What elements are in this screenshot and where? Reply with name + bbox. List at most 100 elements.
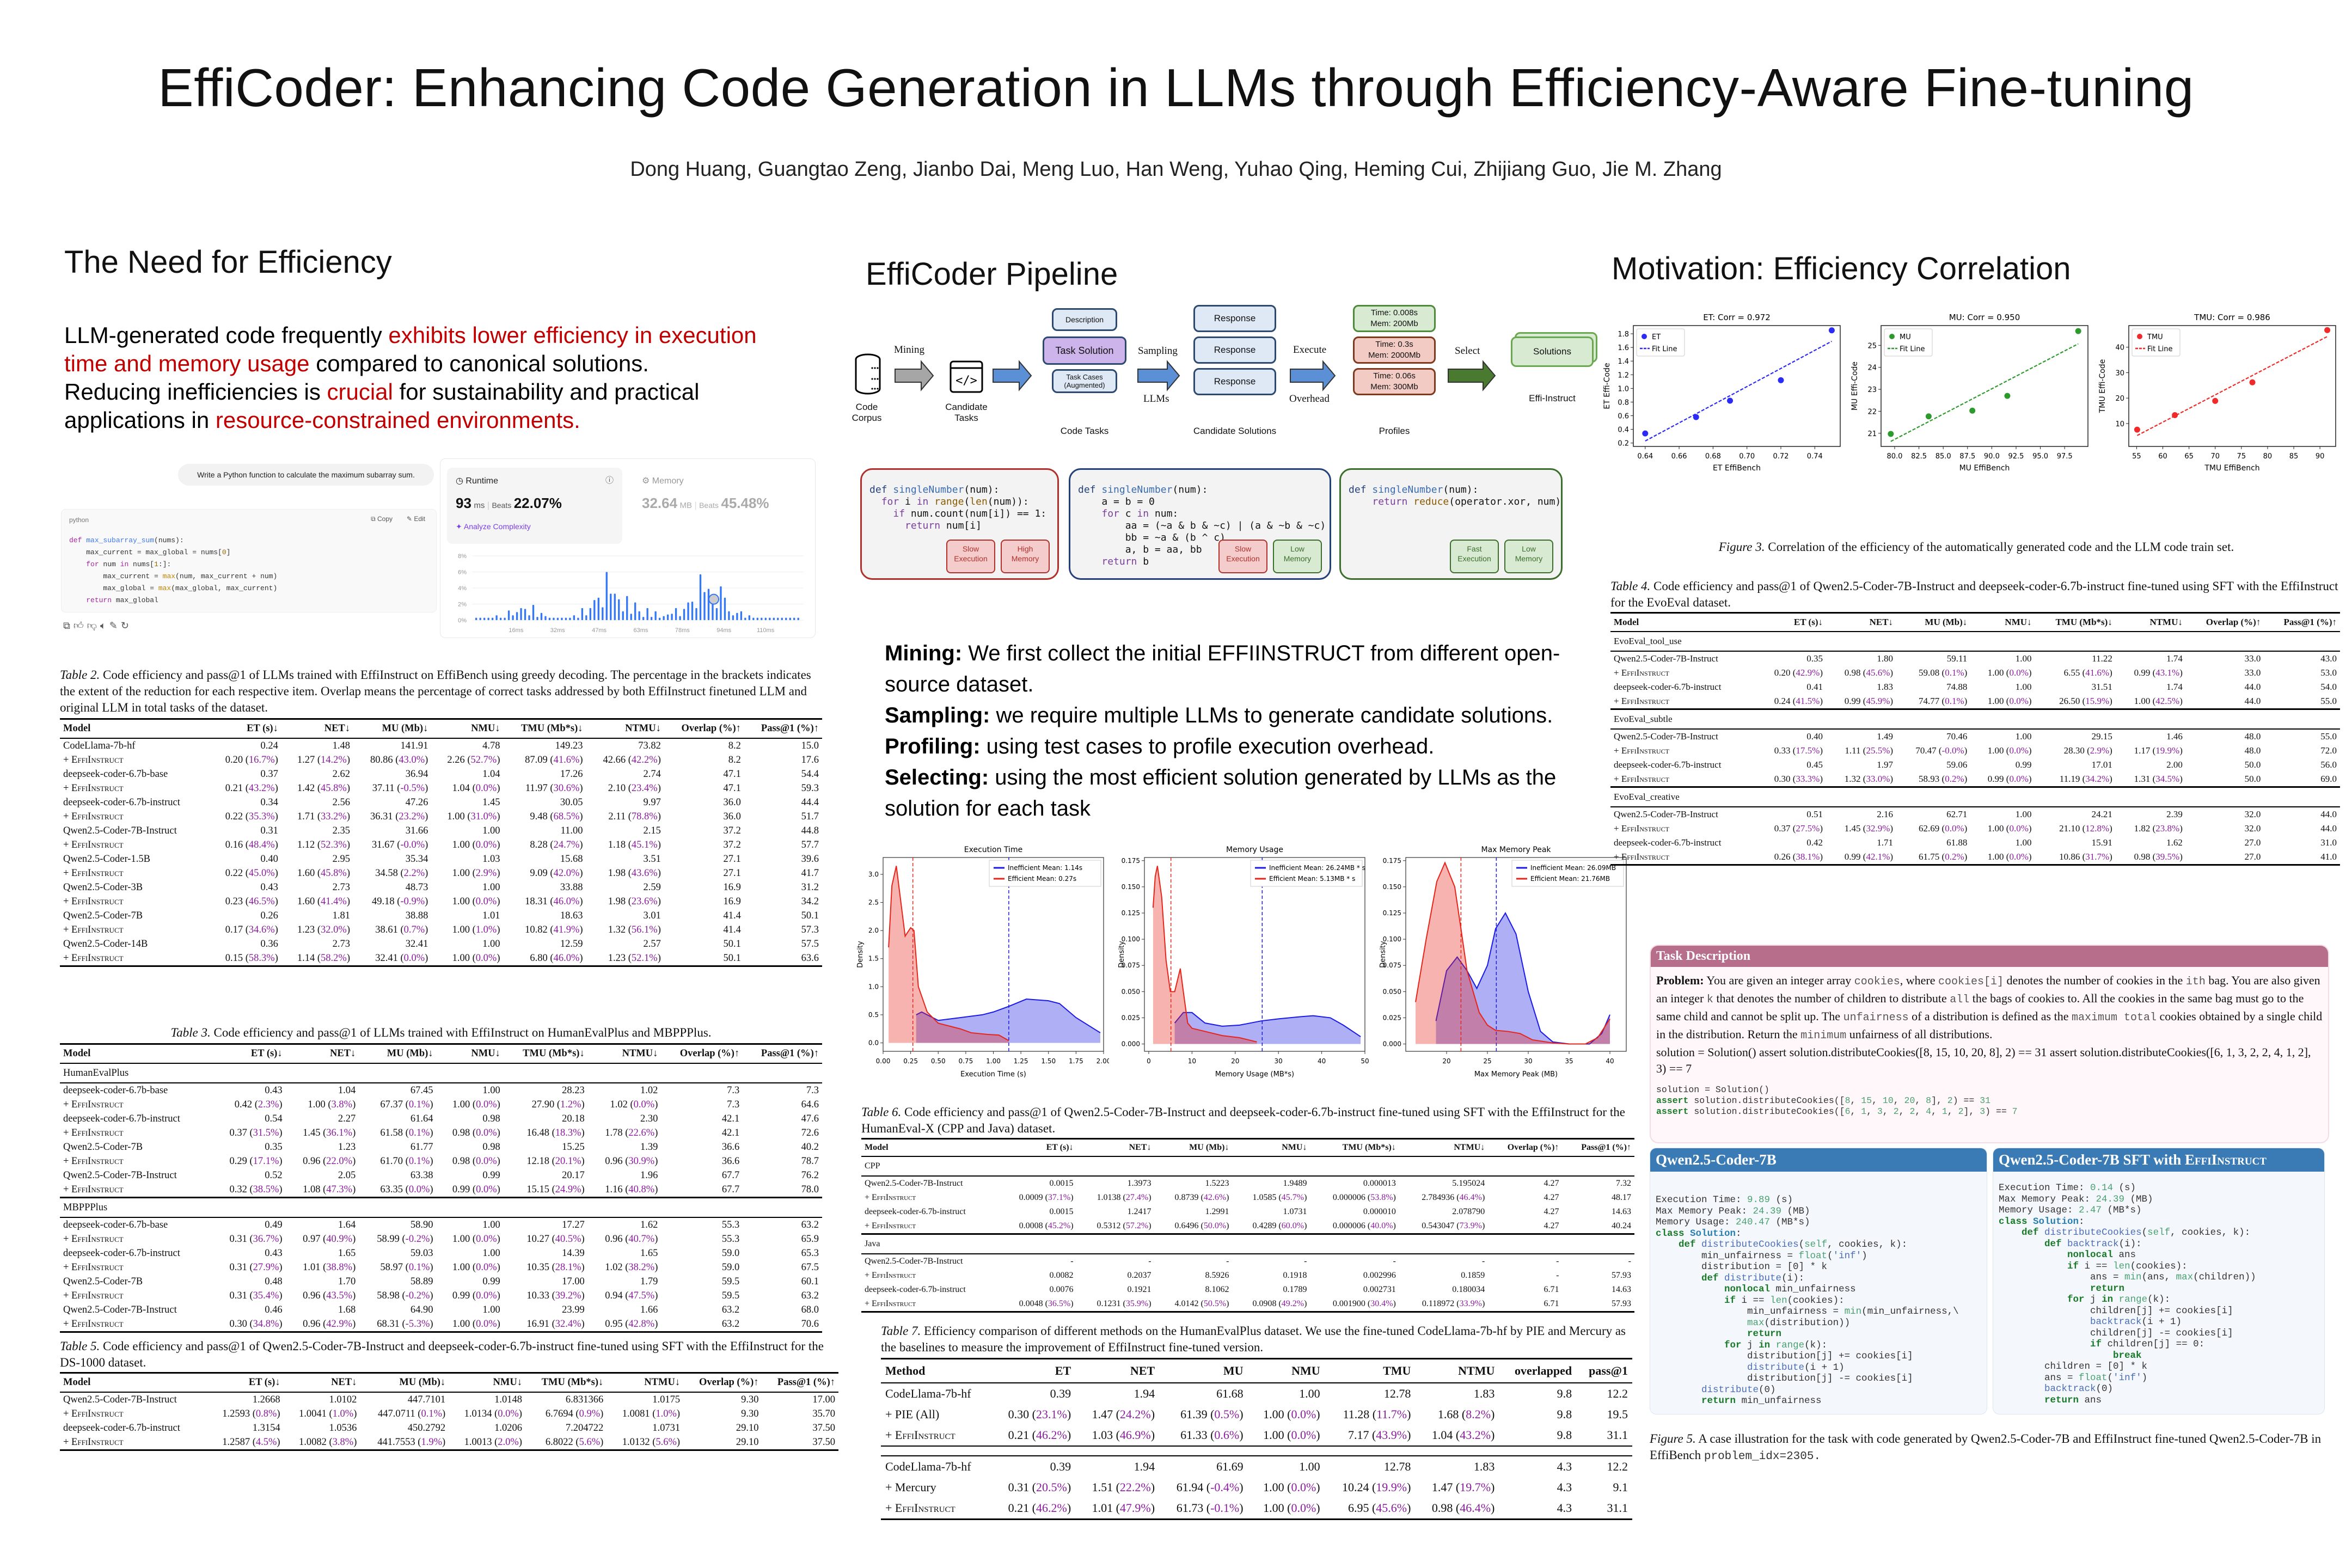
table-cell: 1.00 (0.0%) [1263, 1407, 1320, 1421]
row-label: + EffiInstruct [1614, 745, 1669, 756]
x-tick-label: 0.00 [876, 1057, 891, 1065]
task-solution-box: Task Solution [1043, 336, 1126, 365]
data-point [1828, 327, 1835, 334]
table-cell: 6.71 [1543, 1299, 1559, 1308]
table4-block: Table 4. Code efficiency and pass@1 of Q… [1610, 578, 2340, 866]
table-cell: 1.97 [1877, 759, 1894, 770]
table-cell: 1.65 [338, 1248, 356, 1259]
row-label: Qwen2.5-Coder-7B [63, 1276, 143, 1287]
density-line [888, 866, 1009, 1042]
legend-box [1250, 860, 1363, 887]
density-line [1152, 866, 1257, 1043]
table-cell: 18.31 (46.0%) [525, 896, 583, 907]
edit-icon[interactable]: ✎ [109, 620, 121, 631]
column-header: Pass@1 (%)↑ [761, 723, 819, 734]
table3: Model ET (s)↓ NET↓ MU (Mb)↓ NMU↓ TMU (Mb*s)↓ N… [60, 1043, 822, 1333]
legend-box [1636, 328, 1685, 357]
copy-button[interactable]: ⧉ Copy [371, 515, 393, 523]
edit-button[interactable]: ✎ Edit [406, 515, 425, 523]
row-label: + EffiInstruct [63, 840, 124, 850]
table-cell: 0.98 (0.0%) [452, 1128, 500, 1138]
histogram-bar [548, 617, 551, 620]
memory-tab[interactable]: ⚙ Memory [642, 475, 684, 486]
caption-lead: Table 7. [881, 1324, 921, 1338]
regenerate-icon[interactable]: ↻ [120, 620, 132, 631]
x-axis-label: Max Memory Peak (MB) [1474, 1070, 1558, 1079]
column-header: Overlap (%)↑ [1507, 1143, 1559, 1152]
table-cell: 58.93 (0.2%) [1919, 774, 1968, 784]
table-row: Qwen2.5-Coder-7B-Instruct 0.31 2.35 31.66 1.… [60, 824, 822, 838]
row-label: + EffiInstruct [63, 1437, 124, 1448]
x-tick-label: 0.72 [1773, 452, 1789, 461]
table-cell: 1.94 [1134, 1387, 1155, 1400]
histogram-bar [475, 617, 477, 620]
table-cell: - [1628, 1257, 1631, 1266]
table-cell: 36.31 (23.2%) [370, 811, 428, 822]
table-row: Qwen2.5-Coder-7B-Instruct 0.40 1.49 70.46 1.… [1610, 729, 2340, 744]
column-header: MU [1223, 1364, 1244, 1377]
table-cell: 2.56 [332, 797, 350, 808]
row-label: deepseek-coder-6.7b-instruct [63, 1113, 180, 1124]
column-header: NMU↓ [471, 1048, 500, 1059]
table-cell: 14.63 [1612, 1207, 1631, 1216]
table-cell: 0.95 (42.8%) [605, 1319, 658, 1330]
table-cell: 0.99 (0.0%) [452, 1290, 500, 1301]
table-cell: 31.1 [1607, 1428, 1628, 1442]
table-cell: 67.7 [721, 1184, 740, 1195]
speaker-icon[interactable]: 🔈︎ [100, 620, 109, 631]
table-group-row: EvoEval_tool_use [1610, 632, 2340, 652]
row-label: + EffiInstruct [1614, 667, 1669, 678]
column-header: Pass@1 (%)↑ [761, 1048, 819, 1059]
table-cell: 0.31 (27.9%) [229, 1262, 283, 1273]
table-cell: 10.82 (41.9%) [525, 924, 583, 935]
thumbs-up-icon[interactable]: 👍︎ [73, 620, 87, 631]
x-tick-label: 94ms [716, 627, 731, 634]
runtime-distribution-chart[interactable]: 0% 2% 4% 6% 8% 16ms 32ms 47ms 63ms 78ms 94ms 110ms [447, 550, 811, 638]
table-cell: 0.22 (45.0%) [225, 868, 278, 879]
copy-icon[interactable]: ⧉ [63, 620, 74, 631]
table-cell: 37.50 [812, 1437, 835, 1448]
message-actions[interactable]: ⧉👍︎👎︎🔈︎✎↻ [63, 620, 132, 632]
row-label: + EffiInstruct [63, 1184, 124, 1195]
histogram-bar [495, 615, 498, 620]
table-cell: 48.73 [405, 882, 428, 893]
x-tick-label: 85 [2289, 452, 2299, 461]
x-tick-label: 16ms [509, 627, 523, 634]
table-cell: 1.78 (22.6%) [605, 1128, 658, 1138]
table2-block: Table 2. Code efficiency and pass@1 of L… [60, 667, 822, 967]
row-label: deepseek-coder-6.7b-instruct [1614, 682, 1722, 692]
caption-text: Code efficiency and pass@1 of Qwen2.5-Co… [861, 1105, 1625, 1135]
x-tick-label: 70 [2210, 452, 2220, 461]
table-cell: 1.83 [1877, 682, 1894, 692]
histogram-bar [777, 617, 779, 620]
histogram-bar [610, 593, 612, 620]
table-cell: 0.543047 (73.9%) [1422, 1221, 1485, 1230]
info-icon[interactable]: ⓘ [605, 476, 614, 485]
y-tick-label: 3.0 [868, 871, 879, 878]
table-cell: 1.68 [338, 1304, 356, 1315]
histogram-bar [573, 615, 575, 620]
table-cell: 33.88 [560, 882, 583, 893]
table-cell: 1.00 [2015, 837, 2032, 848]
histogram-bar [773, 617, 775, 620]
table-cell: 1.0731 [1283, 1207, 1307, 1216]
table6-caption: Table 6. Code efficiency and pass@1 of Q… [861, 1104, 1634, 1137]
analyze-complexity-link[interactable]: ✦ Analyze Complexity [456, 522, 531, 531]
x-axis-label: Memory Usage (MB*s) [1215, 1070, 1294, 1079]
sampling-label: Sampling [1138, 345, 1178, 357]
table-cell: 6.831366 [565, 1394, 604, 1405]
pipeline-step: Sampling: we require multiple LLMs to ge… [885, 700, 1620, 731]
table-cell: 20.18 [562, 1113, 585, 1124]
y-tick-label: 0.075 [1122, 961, 1140, 969]
table6-block: Table 6. Code efficiency and pass@1 of Q… [861, 1104, 1634, 1313]
row-label: deepseek-coder-6.7b-base [63, 1085, 168, 1096]
runtime-panel[interactable]: ◷ Runtime ⓘ 93 ms | Beats 22.07% ✦ Analy… [447, 468, 622, 544]
histogram-bar [707, 589, 710, 620]
legend: MU Fit Line [1884, 328, 1933, 357]
thumbs-down-icon[interactable]: 👎︎ [87, 620, 100, 631]
example-solution-panel: def singleNumber(num): for i in range(le… [860, 468, 1059, 580]
legend-box [1511, 860, 1624, 887]
table-cell: 40.24 [1612, 1221, 1631, 1230]
clock-icon: ◷ [456, 476, 463, 486]
table-cell: 9.30 [741, 1394, 759, 1405]
